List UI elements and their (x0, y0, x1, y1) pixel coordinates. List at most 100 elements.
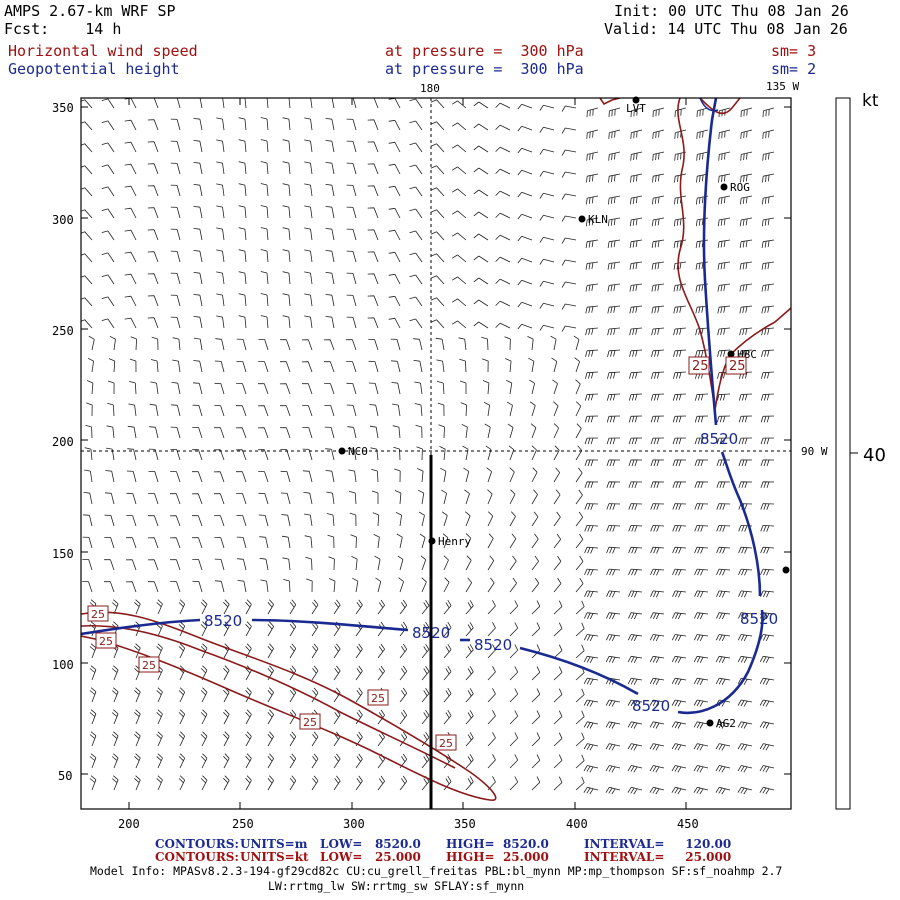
wind-barb (487, 622, 496, 637)
wind-barb (214, 405, 225, 417)
wind-barb (759, 765, 775, 773)
wind-barb (473, 233, 489, 241)
wind-barb (147, 229, 159, 241)
wind-barb (441, 511, 448, 527)
wind-barb (82, 536, 93, 549)
wind-barb (89, 775, 97, 791)
wind-barb (237, 558, 247, 571)
wind-barb (530, 423, 537, 439)
speed-contour (599, 98, 621, 106)
wind-barb (605, 765, 621, 773)
height-contour-label: 8520 (412, 624, 450, 642)
wind-barb (325, 228, 335, 241)
wind-barb (409, 296, 423, 307)
wind-barb (305, 556, 313, 571)
wind-barb (193, 140, 203, 153)
wind-barb (487, 754, 496, 769)
height-contour (702, 98, 718, 426)
wind-barb (584, 590, 599, 598)
wind-barb (325, 272, 335, 285)
wind-barb (628, 481, 643, 489)
wind-barb (311, 775, 319, 791)
wind-barb (695, 283, 709, 292)
wind-barb (487, 511, 494, 527)
wind-barb (575, 445, 583, 461)
x-tick-label: 350 (454, 817, 476, 831)
wind-barb (216, 249, 225, 263)
wind-barb (281, 535, 291, 549)
wind-barb (106, 425, 115, 439)
wind-barb (607, 305, 621, 314)
wind-barb (258, 361, 269, 373)
wind-barb (673, 283, 687, 292)
wind-barb (717, 283, 731, 292)
wind-barb (575, 577, 584, 593)
wind-barb (473, 277, 489, 285)
wind-barb (674, 107, 687, 118)
wind-barb (695, 327, 709, 336)
wind-barb (443, 709, 452, 725)
wind-barb (517, 301, 533, 308)
wind-barb (650, 590, 665, 598)
wind-barb (762, 173, 775, 183)
wind-barb (575, 533, 584, 549)
wind-barb (324, 405, 335, 417)
wind-barb (191, 471, 203, 483)
speed-contour-label: 25 (99, 635, 113, 648)
wind-barb (696, 107, 709, 118)
wind-barb (216, 293, 225, 307)
wind-barb (111, 775, 119, 791)
wind-barb (451, 100, 467, 109)
wind-barb (193, 294, 203, 307)
wind-barb (628, 459, 643, 467)
wind-barb (125, 581, 137, 593)
wind-barb (465, 577, 473, 593)
wind-barb (430, 319, 445, 329)
wind-barb (696, 151, 709, 161)
wind-barb (238, 161, 247, 175)
wind-barb (129, 381, 137, 395)
wind-barb (311, 665, 319, 681)
wind-barb (282, 315, 291, 329)
wind-barb (739, 349, 753, 357)
wind-barb (421, 709, 430, 725)
wind-barb (81, 275, 93, 285)
height-contour (720, 451, 762, 597)
wind-barb (377, 709, 385, 725)
wind-barb (460, 402, 468, 417)
wind-barb (178, 731, 186, 747)
wind-barb (495, 234, 511, 241)
wind-barb (435, 337, 445, 351)
wind-barb (539, 170, 555, 177)
wind-barb (672, 437, 687, 445)
wind-barb (759, 677, 775, 685)
wind-barb (607, 217, 621, 227)
wind-barb (147, 163, 159, 175)
wind-barb (223, 665, 230, 681)
wind-barb (506, 379, 513, 395)
wind-barb (101, 230, 115, 241)
wind-barb (737, 765, 753, 773)
wind-barb (375, 577, 382, 593)
wind-barb (509, 754, 519, 769)
wind-barb (430, 297, 445, 307)
wind-barb (693, 634, 709, 642)
wind-barb (672, 481, 687, 489)
wind-barb (83, 514, 93, 527)
wind-barb (134, 775, 141, 791)
wind-barb (459, 358, 467, 373)
wind-barb (693, 721, 709, 729)
wind-barb (409, 98, 423, 109)
wind-barb (509, 533, 517, 549)
wind-barb (89, 665, 97, 681)
wind-barb (561, 171, 577, 178)
wind-barb (86, 402, 93, 417)
wind-barb (628, 546, 643, 554)
station-marker-nco (338, 447, 346, 455)
wind-barb (193, 316, 203, 329)
wind-barb (651, 305, 665, 314)
wind-barb (575, 776, 585, 791)
wind-barb (156, 599, 163, 615)
wind-barb (369, 425, 379, 439)
wind-barb (504, 336, 511, 351)
